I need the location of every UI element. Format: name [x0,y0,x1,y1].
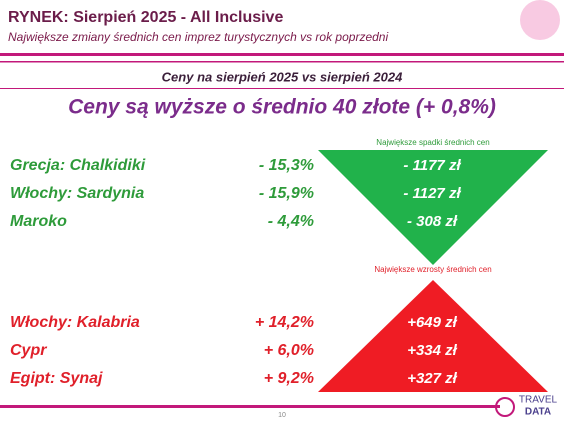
comparison: Ceny na sierpień 2025 vs sierpień 2024 [162,69,403,84]
page-number: 10 [278,412,286,419]
title: RYNEK: Sierpień 2025 - All Inclusive [8,9,283,26]
region-name: Maroko [10,213,67,230]
logo-icon [495,397,515,417]
rule [0,405,500,408]
subtitle: Największe zmiany średnich cen imprez tu… [8,30,388,44]
percent-change: - 15,9% [259,185,314,202]
percent-change: + 6,0% [264,342,314,359]
price-change: - 308 zł [407,213,458,230]
percent-change: - 15,3% [259,157,314,174]
region-name: Włochy: Sardynia [10,185,144,202]
percent-change: + 14,2% [255,314,314,331]
rule [0,53,564,56]
price-change: +334 zł [407,342,457,359]
region-name: Włochy: Kalabria [10,314,140,331]
price-change: +327 zł [407,370,457,387]
increase-label: Największe wzrosty średnich cen [374,265,491,274]
decrease-label: Największe spadki średnich cen [376,138,489,147]
globe-icon [520,0,560,40]
percent-change: - 4,4% [268,213,314,230]
logo-text: DATA [525,407,551,418]
price-change: +649 zł [407,314,457,331]
decrease-triangle [318,150,548,265]
increase-triangle [318,280,548,392]
percent-change: + 9,2% [264,370,314,387]
region-name: Cypr [10,342,47,359]
logo-text: TRAVEL [519,395,558,406]
region-name: Grecja: Chalkidiki [10,157,146,174]
rule [0,61,564,63]
price-change: - 1177 zł [403,157,461,174]
headline: Ceny są wyższe o średnio 40 złote (+ 0,8… [68,96,496,119]
rule [0,88,564,89]
region-name: Egipt: Synaj [10,370,103,387]
price-change: - 1127 zł [403,185,461,202]
rows: Grecja: Chalkidiki - 15,3% - 1177 zł Włochy… [10,157,461,387]
